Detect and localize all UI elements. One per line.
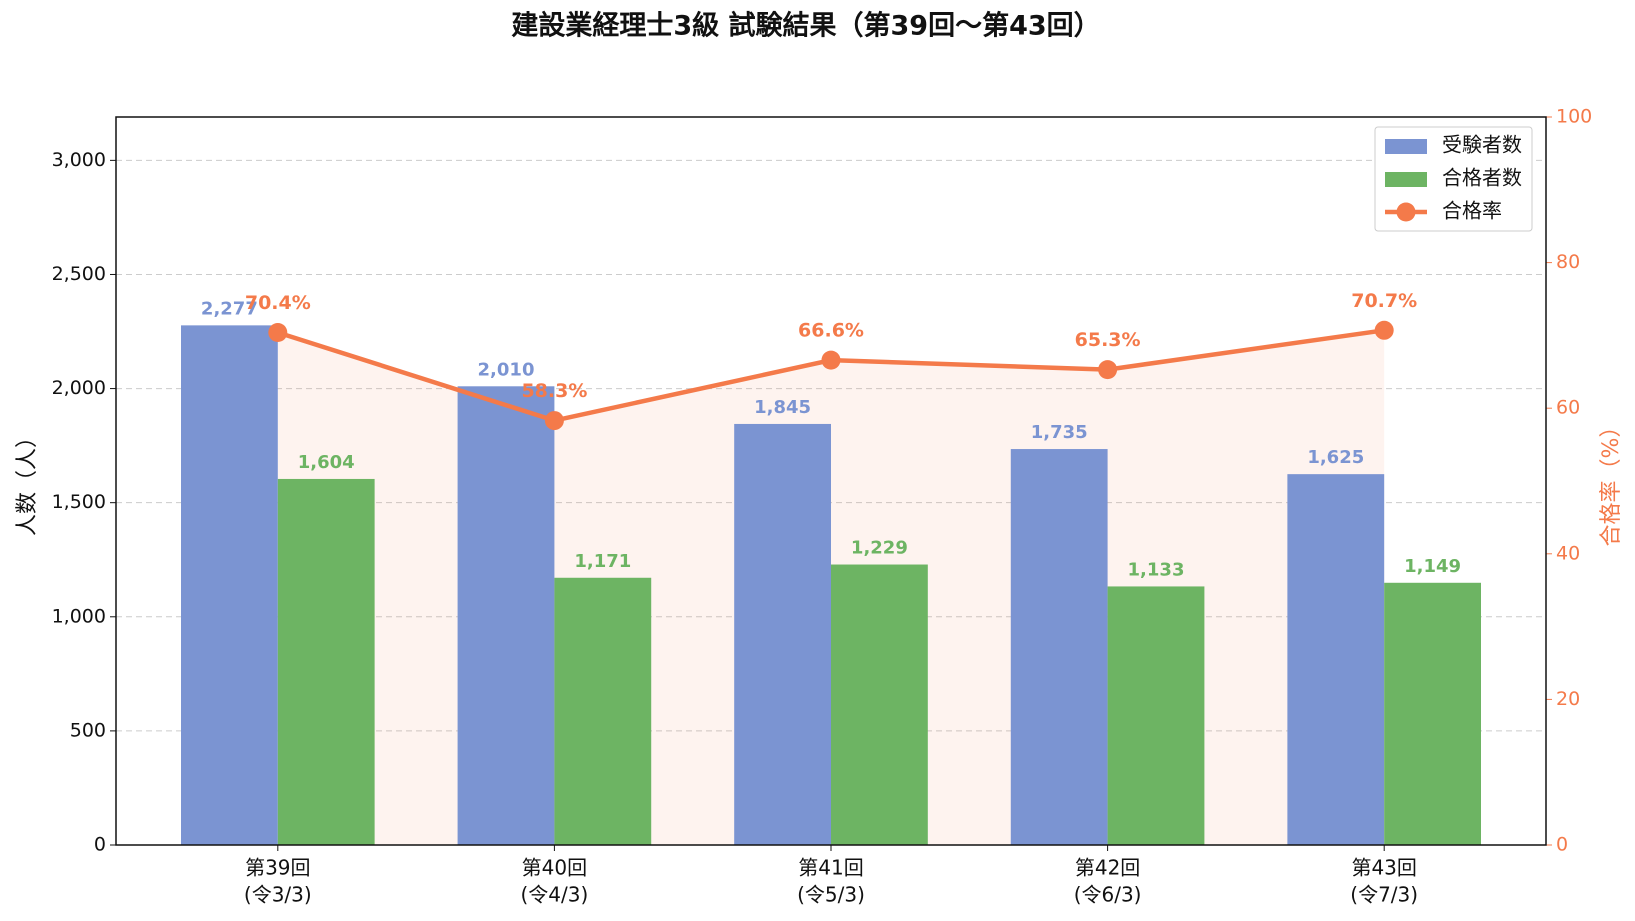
y-tick-label: 3,000 [52, 149, 106, 171]
y-tick-label: 1,500 [52, 491, 106, 513]
y2-tick-label: 20 [1556, 688, 1580, 710]
bar [1107, 586, 1205, 845]
x-tick-label: 第41回 [798, 856, 863, 880]
x-tick-label: (令6/3) [1074, 883, 1142, 907]
rate-value-label: 70.7% [1351, 290, 1417, 312]
rate-value-label: 70.4% [245, 292, 311, 314]
legend-swatch [1385, 139, 1427, 154]
rate-point [1098, 360, 1118, 380]
legend-swatch [1385, 172, 1427, 187]
rate-value-label: 65.3% [1075, 329, 1141, 351]
legend-label: 受験者数 [1442, 133, 1522, 157]
bar [457, 386, 555, 845]
rate-value-label: 66.6% [798, 320, 864, 342]
bar-value-label: 2,277 [201, 298, 258, 319]
x-tick-label: 第42回 [1075, 856, 1140, 880]
y-tick-label: 0 [94, 834, 106, 856]
bar [277, 478, 375, 845]
bar [554, 577, 652, 845]
y2-axis-label: 合格率（%） [1599, 416, 1624, 547]
bar-value-label: 1,735 [1031, 422, 1088, 443]
x-tick-label: (令4/3) [521, 883, 589, 907]
y-tick-label: 1,000 [52, 605, 106, 627]
chart-title: 建設業経理士3級 試験結果（第39回〜第43回） [511, 10, 1100, 42]
legend-swatch [1396, 202, 1416, 222]
x-tick-label: 第40回 [522, 856, 587, 880]
bar-value-label: 1,604 [298, 452, 355, 473]
y-tick-label: 2,500 [52, 263, 106, 285]
y-tick-label: 2,000 [52, 377, 106, 399]
bar [1010, 449, 1108, 845]
legend-label: 合格者数 [1442, 166, 1522, 190]
rate-point [1374, 320, 1394, 340]
y-axis-label: 人数（人） [15, 426, 40, 536]
y2-tick-label: 100 [1556, 106, 1592, 128]
rate-point [268, 322, 288, 342]
bar-value-label: 1,171 [574, 551, 631, 572]
x-tick-label: (令7/3) [1350, 883, 1418, 907]
bar-value-label: 1,845 [754, 397, 811, 418]
x-tick-label: 第39回 [245, 856, 310, 880]
bar-value-label: 1,149 [1404, 556, 1461, 577]
x-tick-label: 第43回 [1351, 856, 1416, 880]
rate-value-label: 58.3% [521, 380, 587, 402]
legend-label: 合格率 [1442, 199, 1502, 223]
bar [831, 564, 928, 845]
bar-value-label: 1,625 [1307, 447, 1364, 468]
bar-value-label: 1,133 [1128, 559, 1185, 580]
bar [734, 423, 831, 845]
x-tick-label: (令5/3) [797, 883, 865, 907]
rate-point [821, 350, 841, 370]
bar-value-label: 2,010 [478, 359, 535, 380]
y2-tick-label: 0 [1556, 834, 1568, 856]
bar [1287, 474, 1385, 845]
x-tick-label: (令3/3) [244, 883, 312, 907]
bar [181, 325, 278, 845]
bar [1384, 582, 1481, 845]
y2-tick-label: 80 [1556, 251, 1580, 273]
y-tick-label: 500 [70, 719, 106, 741]
y2-tick-label: 60 [1556, 397, 1580, 419]
y2-tick-label: 40 [1556, 542, 1580, 564]
bar-value-label: 1,229 [851, 538, 908, 559]
rate-point [544, 411, 564, 431]
